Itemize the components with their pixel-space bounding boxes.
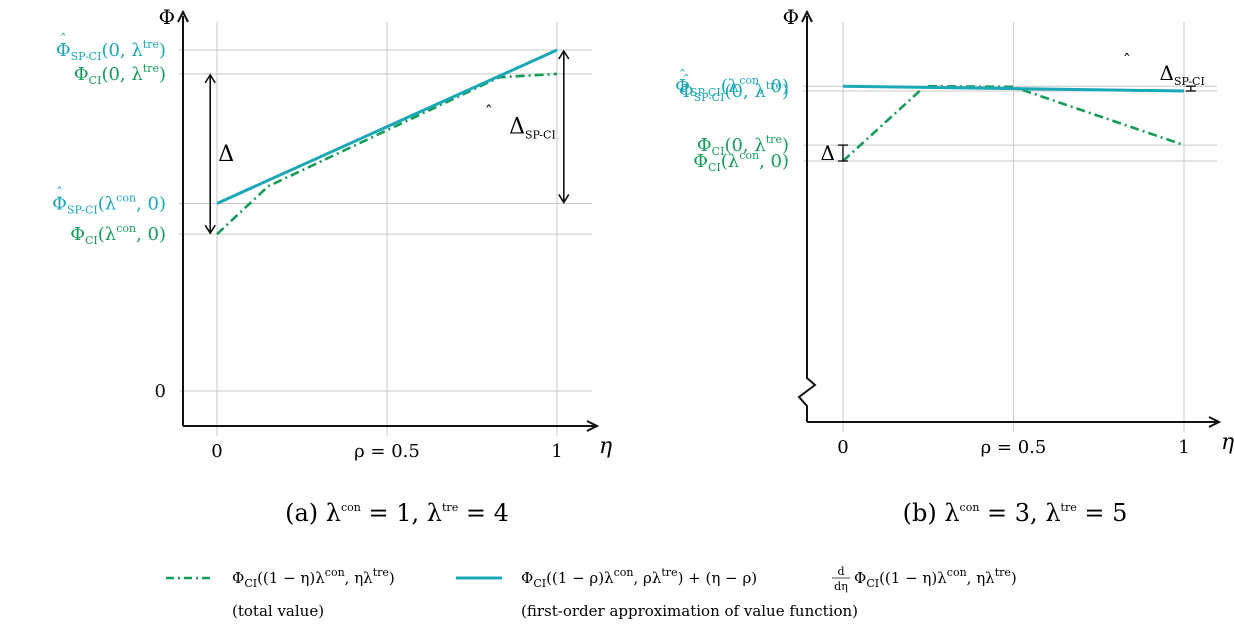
y-axis-label: Φ	[159, 5, 175, 29]
hat-accent: ˆ	[60, 32, 67, 48]
delta-arrow-head	[204, 224, 216, 235]
hat-accent: ˆ	[683, 73, 690, 89]
delta-arrow-head	[204, 73, 216, 84]
y-axis	[797, 16, 817, 422]
y-tick-label: 0	[155, 381, 166, 402]
y-tick-label: ΦSP-CI(0, λtre)	[56, 38, 166, 63]
x-tick-label: 0	[211, 441, 222, 462]
x-axis-arrow	[1208, 416, 1222, 428]
legend-desc-approx: (first-order approximation of value func…	[521, 602, 858, 620]
delta-label: ΔSP-CI	[1160, 61, 1205, 88]
y-tick-label: ΦCI(0, λtre)	[74, 62, 166, 87]
legend-label-approx: ΦCI((1 − ρ)λcon, ρλtre) + (η − ρ)	[521, 566, 757, 590]
legend-frac-num: d	[837, 565, 844, 578]
delta-label: Δ	[218, 142, 234, 167]
y-tick-label: ΦSP-CI(0, λtre)	[679, 79, 789, 104]
y-tick-label: ΦSP-CI(λcon, 0)	[675, 74, 789, 99]
legend-label-total: ΦCI((1 − η)λcon, ηλtre)	[232, 566, 395, 590]
hat-accent: ˆ	[56, 185, 63, 201]
panel-a: Φη 0 ρ = 0.5 1 0 ΦCI(λcon, 0) ΦSP-CI(λcon, 0) Φ…	[52, 5, 612, 462]
y-tick-label: ΦCI(λcon, 0)	[70, 222, 166, 247]
legend-frac-den: dη	[834, 580, 848, 593]
caption-b: (b) λcon = 3, λtre = 5	[903, 499, 1128, 527]
legend-desc-total: (total value)	[232, 602, 324, 620]
y-axis-label: Φ	[783, 5, 799, 29]
x-tick-label: 0	[837, 437, 848, 458]
x-axis-label: η	[599, 434, 612, 459]
delta-hat: ˆ	[1123, 51, 1131, 70]
delta-label: ΔSP-CI	[509, 115, 556, 142]
x-tick-label: 1	[551, 441, 562, 462]
series-line-approx	[842, 84, 1185, 93]
series-line-approx	[216, 48, 558, 205]
x-axis-arrow	[586, 420, 600, 432]
legend-label-approx-tail: ΦCI((1 − η)λcon, ηλtre)	[854, 566, 1017, 590]
delta-hat: ˆ	[485, 103, 493, 122]
y-tick-label: ΦCI(λcon, 0)	[693, 149, 789, 174]
x-tick-label: ρ = 0.5	[981, 437, 1047, 458]
panel-b: Φη 0 ρ = 0.5 1 ΦCI(λcon, 0)ΦCI(0, λtre) ΦSP-C…	[675, 5, 1234, 458]
y-tick-label: ΦCI(0, λtre)	[697, 133, 789, 158]
delta-arrow-head	[558, 194, 570, 204]
caption-a: (a) λcon = 1, λtre = 4	[285, 499, 509, 527]
delta-arrow-head	[558, 49, 570, 60]
legend: ΦCI((1 − η)λcon, ηλtre) (total value) ΦC…	[166, 565, 1017, 620]
series-line-total	[216, 72, 558, 236]
x-tick-label: ρ = 0.5	[354, 441, 420, 462]
hat-accent: ˆ	[679, 68, 686, 84]
y-axis-arrow	[801, 9, 813, 23]
y-axis-arrow	[177, 9, 189, 23]
x-tick-label: 1	[1178, 437, 1189, 458]
x-axis-label: η	[1221, 430, 1234, 455]
y-tick-label: ΦSP-CI(λcon, 0)	[52, 191, 166, 216]
delta-label: Δ	[821, 141, 835, 165]
